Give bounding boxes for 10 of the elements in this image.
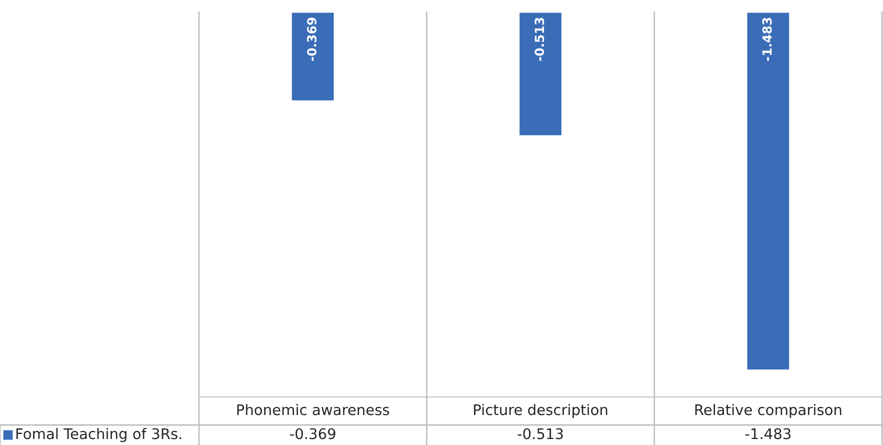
x-tick-label: Picture description	[474, 404, 608, 418]
x-tick-label: Relative comparison	[695, 404, 842, 418]
text: -0.369	[290, 428, 336, 440]
data-label: -1.483	[762, 18, 772, 61]
text: -0.513	[518, 428, 563, 440]
data-label: -0.513	[534, 18, 544, 61]
legend-label: Fomal Teaching of 3Rs.	[16, 428, 182, 442]
text: -1.483	[745, 428, 791, 440]
x-tick-label: Phonemic awareness	[237, 404, 390, 416]
data-label: -0.369	[307, 18, 316, 61]
